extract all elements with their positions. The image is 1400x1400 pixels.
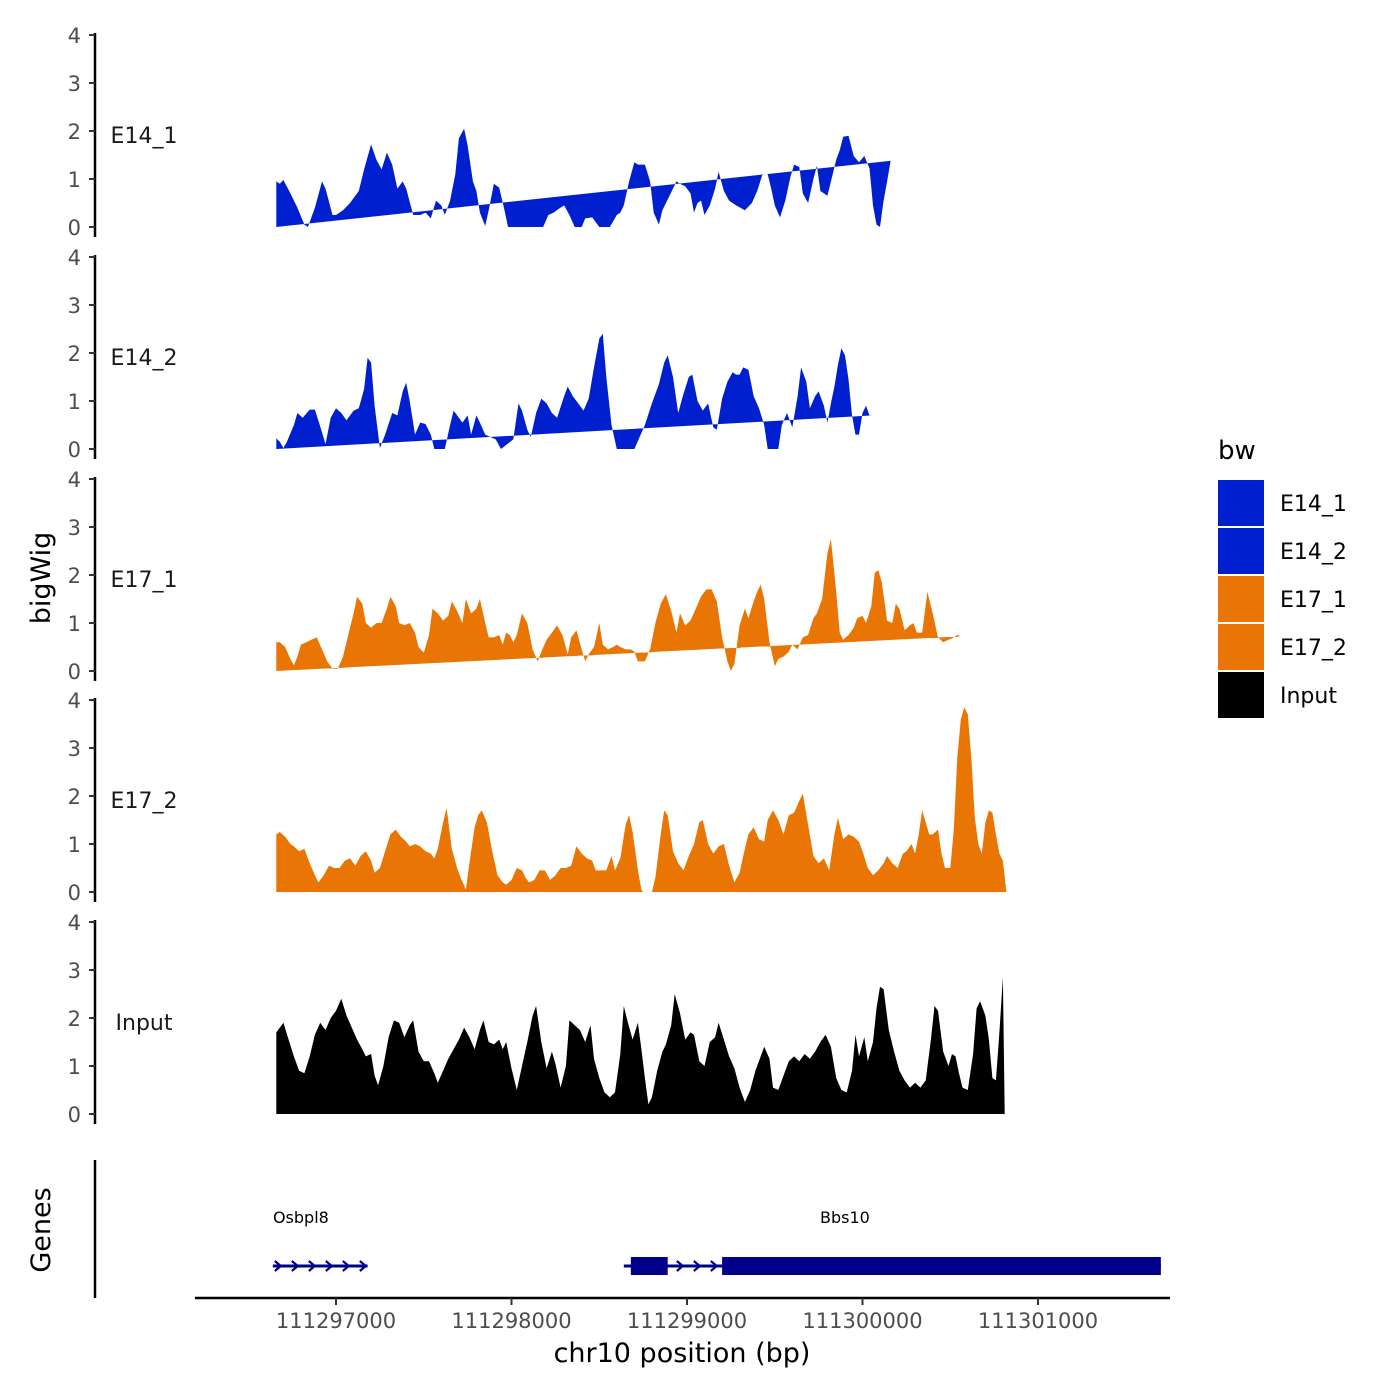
y-tick-label: 2 [68,120,81,144]
y-tick-label: 0 [68,438,81,462]
strand-arrow-icon [291,1260,300,1272]
gene-exon [630,1257,668,1275]
legend-label: E17_1 [1280,588,1347,613]
y-tick-label: 3 [68,959,81,983]
y-tick-label: 0 [68,660,81,684]
legend-title: bw [1218,436,1256,466]
track-e17_2: 0 1 2 3 4 E17_2 [68,689,1007,905]
strand-arrow-icon [359,1260,368,1272]
x-tick-label: 111301000 [978,1309,1098,1333]
track-area-e14_1 [276,128,891,227]
y-tick-label: 2 [68,342,81,366]
x-tick-label: 111297000 [276,1309,396,1333]
genes-panel: Osbpl8 Bbs10 [93,1160,1161,1298]
y-tick-label: 0 [68,1103,81,1127]
x-axis-label: chr10 position (bp) [554,1338,811,1369]
y-tick-label: 3 [68,72,81,96]
strand-arrow-icon [325,1260,334,1272]
y-tick-label: 1 [68,612,81,636]
gene-bbs10: Bbs10 [623,1208,1161,1275]
track-e17_1: 0 1 2 3 4 E17_1 [68,468,961,684]
legend: bw E14_1 E14_2 E17_1 E17_2 Input [1218,436,1347,718]
track-e14_2: 0 1 2 3 4 E14_2 [68,246,873,462]
y-tick-label: 4 [68,911,81,935]
x-tick-label: 111299000 [627,1309,747,1333]
y-tick-label: 4 [68,246,81,270]
y-tick-label: 4 [68,468,81,492]
legend-label: Input [1280,684,1337,709]
track-label: E17_2 [111,789,178,814]
legend-label: E17_2 [1280,636,1347,661]
y-tick-label: 3 [68,737,81,761]
y-tick-label: 2 [68,564,81,588]
gene-label: Bbs10 [820,1208,870,1227]
y-tick-label: 2 [68,1007,81,1031]
y-tick-label: 3 [68,294,81,318]
legend-swatch-input [1218,672,1264,718]
y-tick-label: 1 [68,1055,81,1079]
y-tick-label: 1 [68,168,81,192]
track-area-e17_2 [276,707,1007,892]
y-tick-label: 3 [68,516,81,540]
strand-arrow-icon [710,1260,719,1272]
gene-label: Osbpl8 [273,1208,329,1227]
strand-arrow-icon [342,1260,351,1272]
y-tick-label: 4 [68,689,81,713]
y-tick-label: 1 [68,833,81,857]
legend-swatch-e14_2 [1218,528,1264,574]
strand-arrow-icon [308,1260,317,1272]
legend-swatch-e17_2 [1218,624,1264,670]
x-axis: 111297000 111298000 111299000 111300000 1113… [195,1296,1170,1333]
track-area-e14_2 [276,333,873,449]
track-e14_1: 0 1 2 3 4 E14_1 [68,24,891,240]
track-label: Input [116,1011,173,1036]
y-tick-label: 4 [68,24,81,48]
y-tick-label: 0 [68,881,81,905]
track-area-input [276,977,1005,1114]
gene-osbpl8: Osbpl8 [272,1208,368,1272]
track-label: E17_1 [111,568,178,593]
bigwig-tracks: 0 1 2 3 4 E14_1 0 1 2 3 4 E14_2 0 1 2 3 4 E17_1 0 1 2 3 4 E17_2… [68,24,1007,1127]
y-tick-label: 2 [68,785,81,809]
x-tick-label: 111300000 [802,1309,922,1333]
legend-swatch-e14_1 [1218,480,1264,526]
y-axis-label: bigWig [26,532,57,625]
x-tick-label: 111298000 [451,1309,571,1333]
track-area-e17_1 [276,539,961,671]
legend-label: E14_1 [1280,492,1347,517]
track-label: E14_1 [111,124,178,149]
genes-axis-label: Genes [26,1187,57,1272]
strand-arrow-icon [693,1260,702,1272]
y-tick-label: 1 [68,390,81,414]
y-tick-label: 0 [68,216,81,240]
gene-exon [722,1257,1161,1275]
legend-swatch-e17_1 [1218,576,1264,622]
track-input: 0 1 2 3 4 Input [68,911,1005,1127]
track-label: E14_2 [111,346,178,371]
strand-arrow-icon [676,1260,685,1272]
strand-arrow-icon [274,1260,283,1272]
legend-label: E14_2 [1280,540,1347,565]
